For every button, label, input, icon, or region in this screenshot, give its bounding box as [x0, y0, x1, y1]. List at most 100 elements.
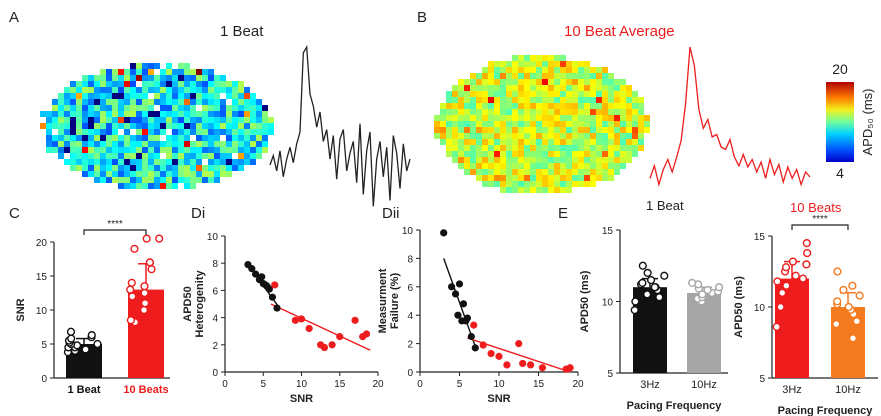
- map-cell: [64, 135, 70, 141]
- map-cell: [172, 123, 178, 129]
- map-cell: [256, 123, 262, 129]
- dii-point: [479, 341, 487, 349]
- map-cell: [638, 139, 644, 145]
- map-cell: [202, 165, 208, 171]
- map-cell: [88, 87, 94, 93]
- map-cell: [548, 127, 554, 133]
- map-cell: [524, 61, 530, 67]
- e2-x-label: Pacing Frequency: [778, 405, 874, 416]
- map-cell: [470, 169, 476, 175]
- panel-letter-dii: Dii: [382, 205, 400, 222]
- map-cell: [512, 121, 518, 127]
- map-cell: [446, 115, 452, 121]
- map-cell: [124, 147, 130, 153]
- map-cell: [572, 91, 578, 97]
- map-cell: [160, 87, 166, 93]
- map-cell: [148, 135, 154, 141]
- map-cell: [154, 111, 160, 117]
- map-cell: [136, 129, 142, 135]
- map-cell: [190, 111, 196, 117]
- map-cell: [160, 153, 166, 159]
- map-cell: [208, 177, 214, 183]
- map-cell: [560, 79, 566, 85]
- map-cell: [172, 69, 178, 75]
- map-cell: [464, 169, 470, 175]
- map-cell: [118, 93, 124, 99]
- map-cell: [136, 75, 142, 81]
- map-cell: [470, 79, 476, 85]
- map-cell: [482, 115, 488, 121]
- map-cell: [148, 183, 154, 189]
- e1-point: [643, 268, 652, 278]
- map-cell: [130, 141, 136, 147]
- map-cell: [220, 75, 226, 81]
- map-cell: [488, 85, 494, 91]
- map-cell: [232, 93, 238, 99]
- map-cell: [518, 67, 524, 73]
- map-cell: [214, 141, 220, 147]
- di-point: [268, 293, 277, 301]
- map-cell: [118, 141, 124, 147]
- map-cell: [518, 169, 524, 175]
- map-cell: [470, 115, 476, 121]
- e1-point: [643, 290, 652, 299]
- map-cell: [488, 127, 494, 133]
- map-cell: [488, 145, 494, 151]
- map-cell: [256, 141, 262, 147]
- map-cell: [58, 153, 64, 159]
- map-cell: [196, 165, 202, 171]
- map-cell: [178, 171, 184, 177]
- map-cell: [548, 79, 554, 85]
- map-cell: [226, 171, 232, 177]
- map-cell: [446, 139, 452, 145]
- map-cell: [536, 163, 542, 169]
- map-cell: [512, 157, 518, 163]
- dii-ytick-label: 6: [407, 283, 413, 294]
- map-cell: [214, 111, 220, 117]
- map-cell: [82, 153, 88, 159]
- map-cell: [238, 141, 244, 147]
- map-cell: [226, 153, 232, 159]
- map-cell: [58, 135, 64, 141]
- map-cell: [572, 103, 578, 109]
- map-cell: [500, 109, 506, 115]
- map-cell: [482, 121, 488, 127]
- map-cell: [196, 123, 202, 129]
- map-cell: [136, 183, 142, 189]
- map-cell: [536, 79, 542, 85]
- map-cell: [488, 157, 494, 163]
- map-cell: [136, 63, 142, 69]
- map-cell: [226, 141, 232, 147]
- map-cell: [614, 133, 620, 139]
- map-cell: [112, 135, 118, 141]
- map-cell: [208, 105, 214, 111]
- map-cell: [148, 141, 154, 147]
- map-cell: [590, 139, 596, 145]
- map-cell: [70, 141, 76, 147]
- map-cell: [458, 133, 464, 139]
- map-cell: [614, 79, 620, 85]
- map-cell: [184, 159, 190, 165]
- e1-point: [703, 285, 712, 295]
- map-cell: [620, 151, 626, 157]
- map-cell: [202, 171, 208, 177]
- map-cell: [64, 147, 70, 153]
- map-cell: [94, 123, 100, 129]
- map-cell: [94, 117, 100, 123]
- c-point: [130, 244, 139, 253]
- map-cell: [172, 165, 178, 171]
- e1-category-label: 10Hz: [691, 379, 717, 391]
- map-cell: [76, 147, 82, 153]
- map-cell: [46, 117, 52, 123]
- map-cell: [166, 123, 172, 129]
- map-cell: [124, 153, 130, 159]
- di-point: [273, 304, 281, 312]
- map-cell: [554, 139, 560, 145]
- panel-letter-e: E: [558, 205, 568, 222]
- map-cell: [184, 129, 190, 135]
- map-cell: [184, 171, 190, 177]
- map-cell: [548, 85, 554, 91]
- map-cell: [632, 127, 638, 133]
- map-cell: [434, 127, 440, 133]
- map-cell: [166, 111, 172, 117]
